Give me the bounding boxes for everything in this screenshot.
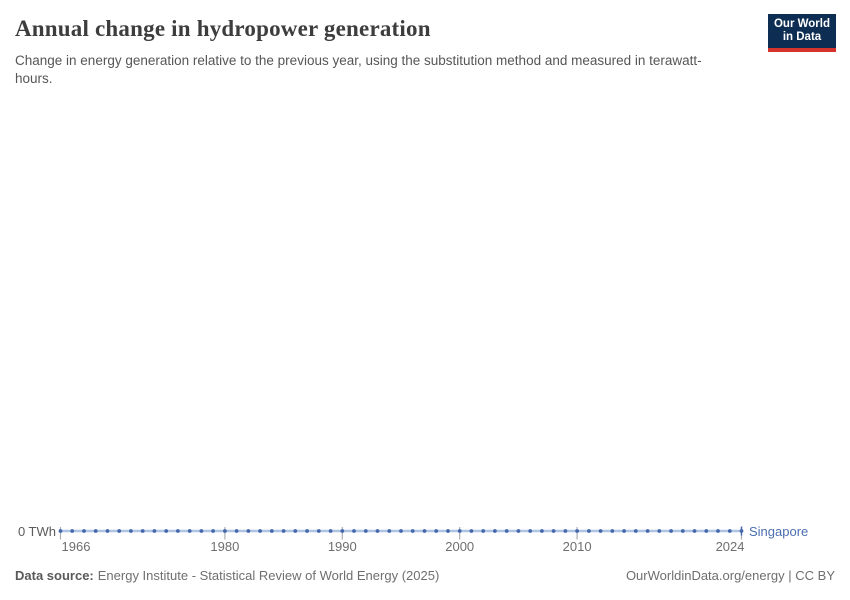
chart-subtitle: Change in energy generation relative to …	[15, 53, 702, 86]
datasource-note: Data source: Energy Institute - Statistic…	[15, 568, 439, 583]
x-tick-label: 2000	[445, 539, 475, 554]
owid-logo-line1: Our World	[773, 17, 830, 30]
x-tick-label: 1990	[327, 539, 357, 554]
datasource-value: Energy Institute - Statistical Review of…	[97, 568, 440, 583]
license-link[interactable]: OurWorldinData.org/energy | CC BY	[625, 568, 835, 583]
datasource-label: Data source:	[15, 568, 94, 583]
x-tick-label: 2010	[562, 539, 592, 554]
x-tick-label: 1966	[61, 539, 91, 554]
x-tick-label: 1980	[210, 539, 240, 554]
series-label-singapore: Singapore	[749, 524, 809, 539]
page-title: Annual change in hydropower generation	[15, 16, 431, 41]
y-axis-zero-label: 0 TWh	[17, 524, 56, 539]
owid-logo: Our World in Data	[768, 14, 836, 52]
x-tick-label: 2024	[715, 539, 745, 554]
owid-logo-line2: in Data	[782, 31, 822, 43]
